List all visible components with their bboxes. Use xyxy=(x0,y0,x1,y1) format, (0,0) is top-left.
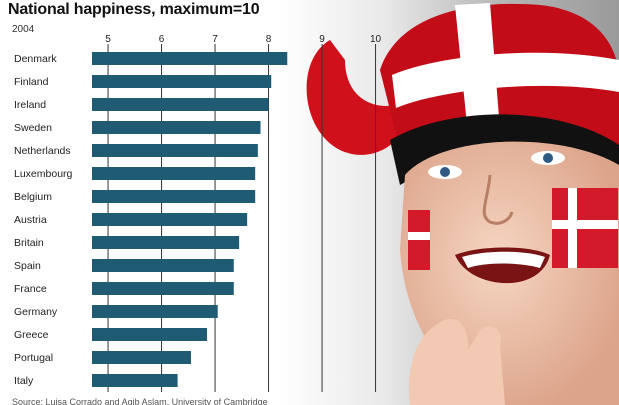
chart-subtitle: 2004 xyxy=(12,24,35,35)
category-label: Austria xyxy=(14,214,47,226)
nose xyxy=(482,174,514,225)
category-label: Germany xyxy=(14,306,58,318)
bar xyxy=(92,259,234,272)
bar xyxy=(92,213,248,226)
bar xyxy=(92,282,234,295)
bar xyxy=(92,328,208,341)
category-label: Greece xyxy=(14,329,49,341)
x-tick-label: 10 xyxy=(370,34,382,45)
x-tick-label: 7 xyxy=(212,34,218,45)
bar xyxy=(92,52,288,65)
x-tick-label: 9 xyxy=(319,34,325,45)
category-label: Portugal xyxy=(14,352,53,364)
hat-cross-horizontal xyxy=(392,52,619,108)
hand xyxy=(409,319,505,405)
chart-title: National happiness, maximum=10 xyxy=(8,1,260,18)
x-tick-label: 6 xyxy=(159,34,165,45)
x-tick-label: 5 xyxy=(105,34,111,45)
category-label: Sweden xyxy=(14,122,52,134)
category-label: Spain xyxy=(14,260,41,272)
category-label: Netherlands xyxy=(14,145,71,157)
category-label: France xyxy=(14,283,47,295)
bar xyxy=(92,305,218,318)
bar xyxy=(92,144,258,157)
chart-source: Source: Luisa Corrado and Aqib Aslam, Un… xyxy=(12,397,268,405)
category-label: Britain xyxy=(14,237,44,249)
x-tick-label: 8 xyxy=(266,34,272,45)
bar xyxy=(92,374,178,387)
bar xyxy=(92,351,191,364)
bar xyxy=(92,121,261,134)
category-label: Belgium xyxy=(14,191,52,203)
bar xyxy=(92,98,269,111)
category-label: Luxembourg xyxy=(14,168,73,180)
category-label: Ireland xyxy=(14,99,46,111)
hat-horn xyxy=(306,40,400,155)
category-label: Finland xyxy=(14,76,49,88)
bar xyxy=(92,236,240,249)
category-label: Denmark xyxy=(14,53,57,65)
bar xyxy=(92,167,256,180)
category-label: Italy xyxy=(14,375,34,387)
bar xyxy=(92,75,272,88)
bar xyxy=(92,190,256,203)
